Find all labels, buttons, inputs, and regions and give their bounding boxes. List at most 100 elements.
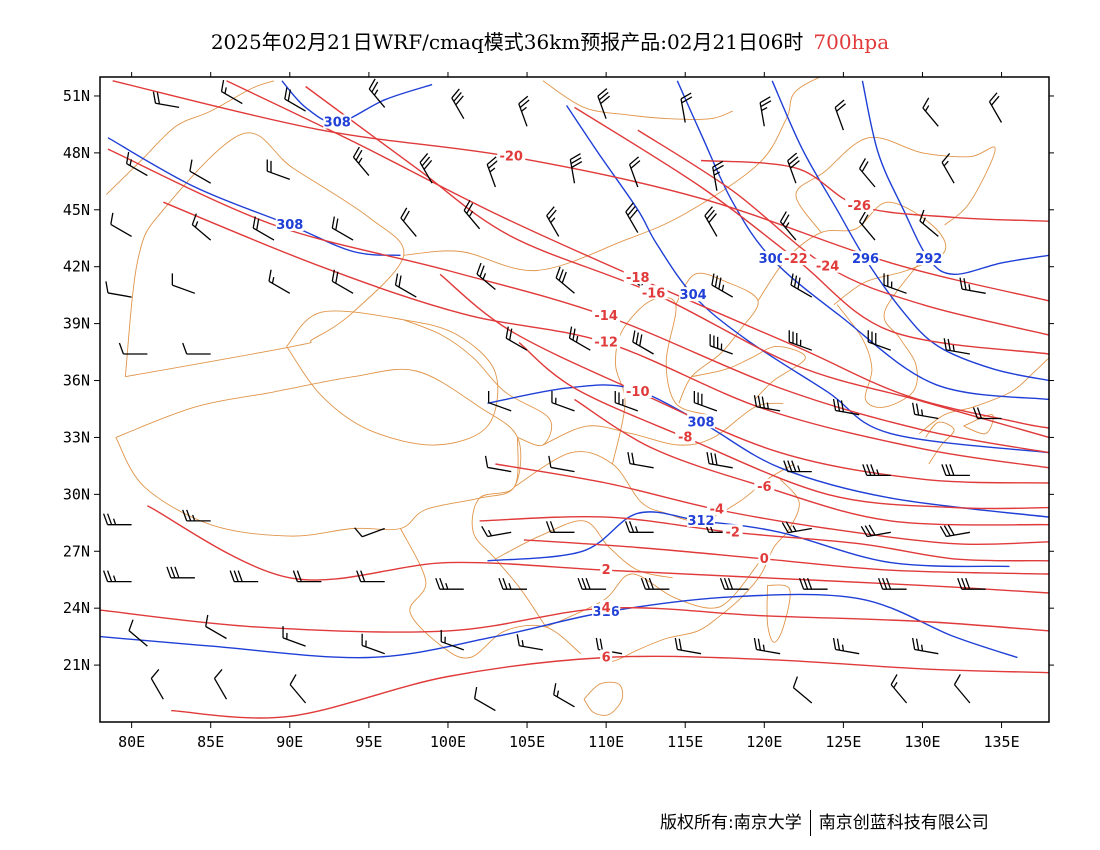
wind-barb [435, 577, 464, 590]
wind-barb [943, 338, 971, 355]
wind-barb [476, 262, 496, 290]
height-label-bg [851, 251, 880, 266]
wind-barb [331, 269, 354, 294]
wind-barb [859, 211, 876, 241]
wind-barb [252, 216, 275, 241]
lon-tick-label: 135E [983, 733, 1019, 751]
wind-barb [400, 207, 417, 237]
wind-barb [331, 216, 354, 241]
wind-barb [862, 464, 891, 477]
wind-barb [289, 674, 307, 704]
wind-barb [484, 455, 512, 473]
province-boundary [403, 77, 822, 271]
lat-tick-label: 42N [63, 258, 90, 276]
wind-barb [798, 577, 828, 590]
wind-barb [125, 151, 148, 177]
wind-barb [152, 91, 180, 109]
temperature-label-bg [600, 649, 613, 664]
wind-barb [834, 99, 846, 131]
wind-barb [356, 570, 385, 583]
wind-barb [632, 330, 654, 355]
province-boundary [795, 136, 996, 233]
province-boundary [542, 402, 784, 446]
wind-barb [487, 390, 512, 412]
temperature-label-bg [600, 600, 613, 615]
wind-barb [102, 513, 132, 526]
temperature-label-bg [639, 285, 668, 300]
lat-tick-label: 24N [63, 599, 90, 617]
wind-barb [266, 159, 291, 181]
height-contour [676, 80, 1049, 401]
wind-barb [624, 521, 654, 533]
wind-barb [911, 637, 939, 655]
temperature-label: -26 [847, 199, 871, 214]
province-boundary [612, 296, 708, 465]
wind-barb [171, 273, 196, 294]
wind-barb [481, 526, 512, 538]
wind-barb [110, 212, 132, 237]
temperature-label: -24 [816, 260, 840, 275]
wind-barb [753, 395, 781, 412]
wind-barb [182, 509, 211, 522]
lat-tick-label: 45N [63, 201, 90, 219]
height-label-bg [687, 414, 716, 429]
province-boundary [675, 272, 759, 404]
wind-barb [419, 153, 433, 184]
lat-tick-label: 30N [63, 485, 90, 503]
wind-barb [781, 521, 812, 534]
wind-barb [569, 153, 583, 184]
wind-barb [368, 78, 386, 108]
province-boundary [583, 681, 624, 716]
temperature-label-bg [675, 429, 696, 444]
wind-barb [860, 524, 891, 538]
wind-barb [545, 521, 575, 533]
wind-barb [518, 95, 530, 127]
lat-tick-label: 27N [63, 542, 90, 560]
temperature-label: 6 [602, 651, 611, 666]
height-label: 308 [276, 218, 303, 233]
wind-barb [959, 277, 986, 294]
wind-barb [988, 92, 1003, 123]
wind-barb [118, 342, 148, 355]
wind-barb [614, 390, 639, 412]
temperature-label-bg [623, 383, 652, 398]
temperature-isotherm [112, 80, 1049, 302]
temperature-label: -14 [594, 309, 618, 324]
wind-barb [883, 273, 907, 294]
wind-barb [867, 330, 892, 351]
wind-barb [548, 455, 575, 473]
temperature-label: -6 [757, 480, 771, 495]
wind-barb [759, 96, 772, 127]
wind-barb [628, 156, 641, 188]
wind-barb [711, 273, 734, 298]
lat-tick-label: 39N [63, 315, 90, 333]
temperature-label-bg [600, 562, 613, 577]
lat-tick-label: 21N [63, 656, 90, 674]
temperature-label: -20 [499, 150, 523, 165]
wind-barb [182, 342, 211, 355]
temperature-label-bg [781, 251, 810, 266]
wind-barb [213, 669, 228, 700]
wind-barb [719, 577, 749, 590]
wind-barb [577, 577, 607, 590]
wind-barb [220, 79, 243, 105]
height-contour [487, 384, 1049, 518]
wind-barb [284, 87, 306, 112]
temperature-label: -4 [710, 503, 724, 518]
wind-barbs-layer [102, 78, 1003, 712]
temperature-label-bg [706, 501, 727, 516]
wind-barb [706, 451, 733, 469]
temperature-label-bg [592, 334, 621, 349]
wind-barb [953, 674, 971, 704]
lon-tick-label: 120E [746, 733, 782, 751]
wind-barb [166, 566, 195, 579]
footer-separator [809, 810, 811, 836]
province-boundary [925, 421, 955, 465]
wind-barb [191, 213, 212, 241]
temperature-label: 4 [602, 601, 611, 616]
temperature-label-bg [813, 258, 842, 273]
height-label-bg [275, 216, 304, 231]
wind-barb [205, 614, 227, 640]
temperature-label: -10 [626, 385, 650, 400]
